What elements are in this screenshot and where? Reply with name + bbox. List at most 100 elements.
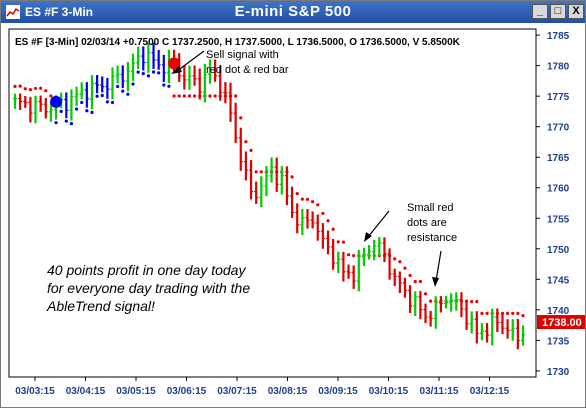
last-price-tag: 1738.00 — [542, 317, 582, 329]
support-dot — [121, 89, 125, 93]
y-tick-label: 1755 — [547, 214, 570, 225]
support-dot — [141, 71, 145, 76]
resistance-arrow-1-head — [364, 232, 372, 242]
resistance-annotation-line3: resistance — [407, 232, 457, 244]
resistance-annotation-line2: dots are — [407, 217, 447, 229]
support-dot — [95, 94, 99, 98]
profit-annotation-line2: for everyone day trading with the — [47, 280, 250, 296]
resistance-dot — [346, 253, 351, 257]
resistance-dot — [336, 240, 340, 244]
y-tick-label: 1740 — [547, 306, 570, 317]
resistance-arrow-2 — [435, 250, 442, 282]
resistance-dot — [485, 311, 489, 315]
support-dot — [131, 82, 135, 86]
support-dot — [80, 100, 84, 105]
title-bar[interactable]: ES #F 3-Min E-mini S&P 500 _ □ X — [1, 1, 585, 23]
buy-signal-marker — [50, 95, 63, 108]
resistance-dot — [408, 273, 412, 278]
support-dot — [74, 107, 79, 111]
resistance-dot — [208, 94, 212, 98]
profit-annotation-line3: AbleTrend signal! — [46, 298, 155, 314]
y-tick-label: 1765 — [547, 153, 570, 164]
resistance-dot — [28, 87, 32, 92]
x-tick-label: 03/05:15 — [116, 386, 156, 397]
x-tick-label: 03/04:15 — [66, 386, 106, 397]
x-tick-label: 03/07:15 — [217, 386, 257, 397]
sell-annotation-line1: Sell signal with — [206, 49, 279, 61]
close-icon[interactable]: X — [568, 4, 584, 19]
support-dot — [116, 84, 120, 89]
resistance-dot — [300, 197, 304, 201]
resistance-dot — [341, 240, 346, 244]
support-dot — [167, 84, 171, 88]
resistance-dot — [316, 203, 320, 207]
resistance-arrow-2-head — [432, 277, 439, 287]
support-dot — [105, 100, 109, 104]
chart-area[interactable]: 1730 1735 1740 1745 1750 1755 1760 1765 1770 1775… — [1, 23, 585, 408]
price-chart[interactable]: 1730 1735 1740 1745 1750 1755 1760 1765 1770 1775… — [1, 23, 585, 408]
resistance-dot — [172, 94, 176, 98]
resistance-dot — [239, 116, 243, 120]
resistance-dot — [44, 89, 48, 93]
support-dot — [136, 70, 140, 74]
minimize-icon[interactable]: _ — [532, 4, 548, 19]
y-tick-label: 1750 — [547, 245, 570, 256]
support-dot — [100, 93, 104, 98]
y-tick-label: 1780 — [547, 62, 570, 73]
window-title: E-mini S&P 500 — [234, 3, 352, 20]
resistance-dot — [506, 311, 510, 315]
resistance-dot — [177, 94, 181, 98]
resistance-dot — [305, 197, 310, 201]
support-dot — [54, 121, 58, 125]
resistance-dot — [352, 254, 356, 258]
support-dot — [90, 110, 94, 114]
resistance-dot — [311, 200, 315, 204]
y-axis: 1730 1735 1740 1745 1750 1755 1760 1765 1770 1775… — [536, 31, 570, 378]
support-dot — [146, 74, 151, 78]
resistance-dot — [13, 84, 17, 88]
resistance-dot — [192, 94, 197, 98]
symbol-title: ES #F 3-Min — [25, 5, 94, 19]
last-price-tag-bg — [537, 315, 585, 330]
resistance-dot — [295, 192, 299, 196]
chart-icon — [6, 5, 20, 19]
x-tick-label: 03/11:15 — [420, 386, 459, 397]
y-tick-label: 1730 — [547, 367, 570, 378]
y-tick-label: 1775 — [547, 92, 570, 103]
resistance-dot — [234, 94, 238, 98]
resistance-annotation-line1: Small red — [407, 202, 453, 214]
resistance-dot — [326, 219, 330, 223]
support-dot — [126, 92, 130, 96]
support-dot — [157, 71, 161, 75]
resistance-dot — [213, 94, 217, 98]
profit-annotation-line1: 40 points profit in one day today — [47, 262, 246, 278]
x-tick-label: 03/10:15 — [369, 386, 409, 397]
resistance-dot — [480, 311, 484, 315]
resistance-dot — [418, 279, 422, 284]
price-bars — [13, 42, 525, 350]
resistance-dot — [475, 300, 479, 304]
sell-arrow — [176, 50, 205, 72]
resistance-dot — [321, 211, 325, 215]
x-tick-label: 03/09:15 — [318, 386, 358, 397]
x-tick-label: 03/08:15 — [268, 386, 308, 397]
y-tick-label: 1735 — [547, 336, 570, 347]
resistance-dot — [254, 170, 258, 174]
support-dot — [85, 109, 89, 113]
y-tick-label: 1770 — [547, 123, 570, 134]
resistance-dot — [403, 266, 407, 270]
resistance-dot — [398, 260, 402, 264]
sell-arrow-head — [171, 66, 182, 74]
resistance-dot — [249, 148, 253, 152]
resistance-arrow-1 — [367, 210, 390, 238]
resistance-dot — [182, 94, 186, 98]
sell-annotation-line2: red dot & red bar — [206, 64, 289, 76]
maximize-icon[interactable]: □ — [550, 4, 566, 19]
support-dot — [69, 122, 74, 126]
resistance-dot — [18, 84, 22, 88]
support-dot — [59, 109, 63, 113]
resistance-dot — [393, 257, 397, 261]
resistance-dot — [521, 313, 525, 318]
resistance-dot — [290, 175, 294, 179]
